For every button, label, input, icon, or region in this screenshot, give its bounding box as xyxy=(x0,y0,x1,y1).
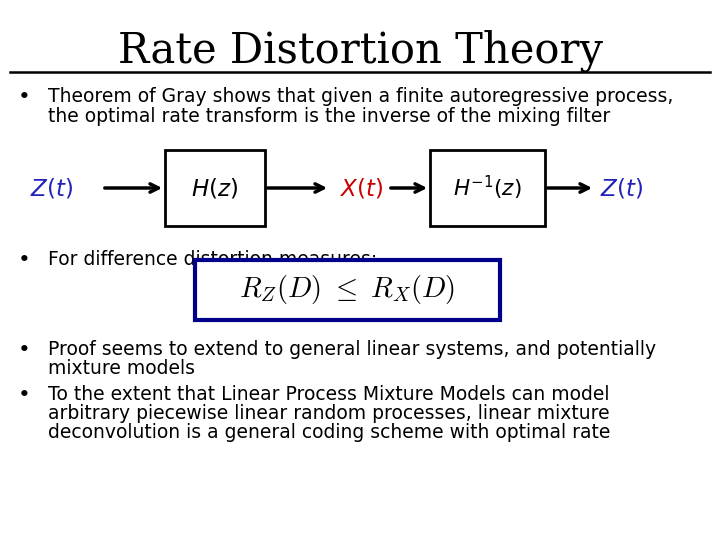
Text: $R_Z(D)\ \leq\ R_X(D)$: $R_Z(D)\ \leq\ R_X(D)$ xyxy=(239,273,455,307)
Text: $\mathit{X(t)}$: $\mathit{X(t)}$ xyxy=(340,176,384,200)
Text: $\mathit{H(z)}$: $\mathit{H(z)}$ xyxy=(192,176,238,200)
Text: For difference distortion measures:: For difference distortion measures: xyxy=(48,250,377,269)
Bar xyxy=(195,260,500,320)
Text: the optimal rate transform is the inverse of the mixing filter: the optimal rate transform is the invers… xyxy=(48,107,611,126)
Text: mixture models: mixture models xyxy=(48,359,195,378)
Text: arbitrary piecewise linear random processes, linear mixture: arbitrary piecewise linear random proces… xyxy=(48,404,610,423)
Text: •: • xyxy=(18,340,31,360)
Text: $\mathit{Z(t)}$: $\mathit{Z(t)}$ xyxy=(30,176,73,200)
Text: •: • xyxy=(18,250,31,270)
Text: To the extent that Linear Process Mixture Models can model: To the extent that Linear Process Mixtur… xyxy=(48,385,610,404)
Bar xyxy=(165,150,265,226)
Text: $\mathit{Z(t)}$: $\mathit{Z(t)}$ xyxy=(600,176,643,200)
Text: Rate Distortion Theory: Rate Distortion Theory xyxy=(117,30,603,72)
Text: Theorem of Gray shows that given a finite autoregressive process,: Theorem of Gray shows that given a finit… xyxy=(48,87,673,106)
Text: $\mathit{H}^{-1}\mathit{(z)}$: $\mathit{H}^{-1}\mathit{(z)}$ xyxy=(453,174,521,202)
Text: •: • xyxy=(18,385,31,405)
Bar xyxy=(430,150,545,226)
Text: deconvolution is a general coding scheme with optimal rate: deconvolution is a general coding scheme… xyxy=(48,423,611,442)
Text: •: • xyxy=(18,87,31,107)
Text: Proof seems to extend to general linear systems, and potentially: Proof seems to extend to general linear … xyxy=(48,340,656,359)
